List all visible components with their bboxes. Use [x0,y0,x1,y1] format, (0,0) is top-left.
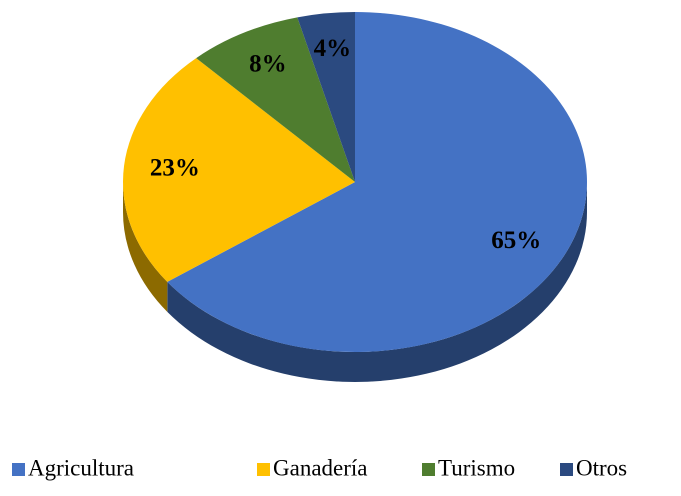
legend-label: Ganadería [273,455,368,480]
slice [167,12,588,353]
legend-label: Otros [576,455,627,480]
data-label: 65% [491,227,541,254]
legend-swatch [257,463,270,476]
legend-label: Agricultura [28,455,134,480]
slice-side [167,182,588,382]
slice-side [123,182,168,312]
data-label: 8% [249,51,287,78]
legend-swatch [560,463,573,476]
legend-label: Turismo [438,455,515,480]
legend-swatch [12,463,25,476]
data-label: 4% [314,35,352,62]
slice [196,17,355,182]
data-label: 23% [150,154,200,181]
slice [297,12,355,182]
slice [123,58,356,282]
legend-swatch [422,463,435,476]
